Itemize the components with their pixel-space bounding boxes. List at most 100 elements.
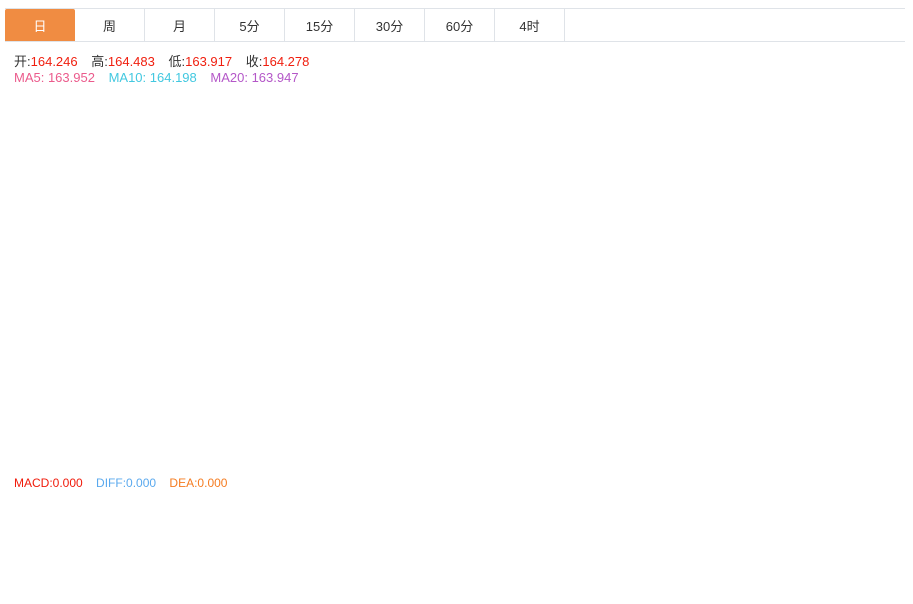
macd-bar [556,524,566,532]
macd-bar [16,499,26,532]
price-axis-label: 165.544 [842,65,886,79]
candle [736,130,746,135]
candle [676,148,686,157]
tab-0[interactable]: 日 [5,9,75,41]
candle [100,315,110,389]
candle [136,398,146,458]
low-value: 163.917 [185,54,233,69]
candle [268,256,278,286]
candle-body [40,284,50,300]
candle [412,181,422,224]
macd-bar [580,531,590,533]
price-axis-label: 158.556 [842,426,886,440]
close-label: 收: [245,54,263,69]
macd-bar [592,531,602,537]
candle-body [304,223,314,252]
candle-body [136,403,146,417]
tab-1[interactable]: 周 [75,9,145,41]
candle-body [352,181,362,194]
candle-body [616,189,626,193]
candle [424,204,434,245]
candle [616,187,626,194]
price-axis-label: 162.050 [842,246,886,260]
macd-axis-label: 0.460 [842,495,872,509]
macd-bar [316,511,326,532]
candle [400,177,410,228]
macd-bar [616,531,626,548]
ma20-line [8,151,790,347]
candle-body [604,165,614,168]
high-value: 164.483 [107,54,155,69]
candle [580,147,590,151]
candle-body [88,319,98,360]
macd-bar [676,529,686,532]
tab-4[interactable]: 15分 [285,9,355,41]
macd-bar [52,509,62,532]
macd-bar [784,531,794,533]
macd-bar [304,516,314,532]
candle-body [28,284,38,301]
candle [712,112,722,117]
candle [280,256,290,287]
candle-body [244,281,254,284]
candle-body [712,112,722,117]
candle-body [64,313,74,331]
tab-2[interactable]: 月 [145,9,215,41]
macd-bar [340,504,350,532]
macd-bar [700,522,710,532]
tab-7[interactable]: 4时 [495,9,565,41]
candle [16,287,26,324]
candle [148,345,158,408]
candle-body [496,273,506,287]
tab-6[interactable]: 60分 [425,9,495,41]
macd-bar [736,531,746,538]
candle-body [196,309,206,383]
macd-bar [640,531,650,547]
candle-body [628,187,638,194]
macd-bar [136,531,146,558]
candle [376,186,386,272]
candle-body [364,186,374,194]
candle-body [184,378,194,407]
macd-bar [352,509,362,532]
candle-body [232,285,242,316]
price-axis-label: 160.303 [842,336,886,350]
macd-bar [532,520,542,532]
candle-body [724,126,734,136]
candle [700,105,710,113]
macd-bar [748,531,758,544]
macd-bar [436,531,446,559]
candle-body [556,118,566,122]
candle-body [100,328,110,371]
candle-body [664,136,674,139]
candle [328,192,338,220]
candle-body [76,333,86,352]
candle-body [784,137,794,140]
candle [664,134,674,139]
tab-5[interactable]: 30分 [355,9,425,41]
macd-bar [184,531,194,558]
candle-body [424,211,434,214]
candle [304,222,314,258]
candle [64,303,74,360]
macd-bar [400,517,410,532]
macd-bar [544,515,554,532]
macd-bar [172,531,182,566]
dea-line [8,531,790,581]
candle-body [160,361,170,374]
tab-3[interactable]: 5分 [215,9,285,41]
macd-bar [724,531,734,535]
candle [472,278,482,344]
price-axis-label: 159.721 [842,366,886,380]
macd-bar [112,531,122,547]
candle-body [148,353,158,404]
candle-body [388,216,398,258]
candle [28,261,38,317]
candle [508,233,518,304]
candle [292,236,302,269]
candle [592,145,602,153]
candle [520,245,530,251]
candle [532,154,542,163]
candle [88,309,98,368]
